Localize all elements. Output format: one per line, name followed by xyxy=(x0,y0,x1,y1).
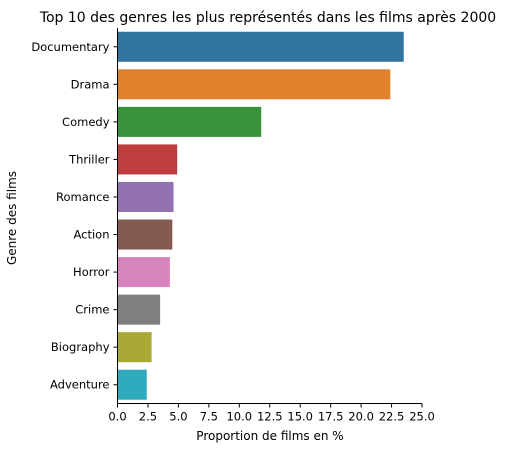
x-axis-title: Proportion de films en % xyxy=(196,429,343,443)
x-tick-label: 0.0 xyxy=(108,410,126,424)
y-tick-label: Thriller xyxy=(68,152,110,166)
x-tick-label: 17.5 xyxy=(318,410,344,424)
y-tick-label: Biography xyxy=(51,340,110,354)
y-tick-label: Horror xyxy=(73,265,110,279)
bar-action xyxy=(117,219,173,250)
y-tick-label: Action xyxy=(73,228,109,242)
bar-documentary xyxy=(117,31,404,62)
bar-comedy xyxy=(117,106,262,137)
x-axis-ticks: 0.0 2.5 5.0 7.5 10.0 12.5 15.0 17.5 20.0 22.5 25.0 xyxy=(108,403,435,424)
x-tick-label: 5.0 xyxy=(169,410,187,424)
bar-adventure xyxy=(117,369,147,400)
x-tick-label: 15.0 xyxy=(287,410,313,424)
y-axis-title: Genre des films xyxy=(5,171,19,265)
x-tick-label: 25.0 xyxy=(409,410,435,424)
x-tick-label: 20.0 xyxy=(348,410,374,424)
bar-crime xyxy=(117,294,161,325)
bar-thriller xyxy=(117,144,178,175)
y-tick-label: Comedy xyxy=(62,115,110,129)
chart-title: Top 10 des genres les plus représentés d… xyxy=(39,10,496,26)
x-tick-label: 7.5 xyxy=(200,410,218,424)
y-tick-label: Crime xyxy=(75,303,109,317)
y-tick-label: Romance xyxy=(56,190,109,204)
bars-layer xyxy=(117,31,404,400)
x-tick-label: 2.5 xyxy=(139,410,157,424)
y-tick-label: Documentary xyxy=(31,40,109,54)
x-tick-label: 10.0 xyxy=(226,410,252,424)
y-tick-label: Drama xyxy=(71,77,110,91)
x-tick-label: 12.5 xyxy=(257,410,283,424)
bar-romance xyxy=(117,181,174,212)
x-tick-label: 22.5 xyxy=(379,410,405,424)
bar-drama xyxy=(117,69,391,100)
bar-biography xyxy=(117,332,152,363)
y-tick-label: Adventure xyxy=(50,378,109,392)
bar-horror xyxy=(117,257,170,288)
y-axis-ticks: Documentary Drama Comedy Thriller Romance Act… xyxy=(31,40,118,392)
